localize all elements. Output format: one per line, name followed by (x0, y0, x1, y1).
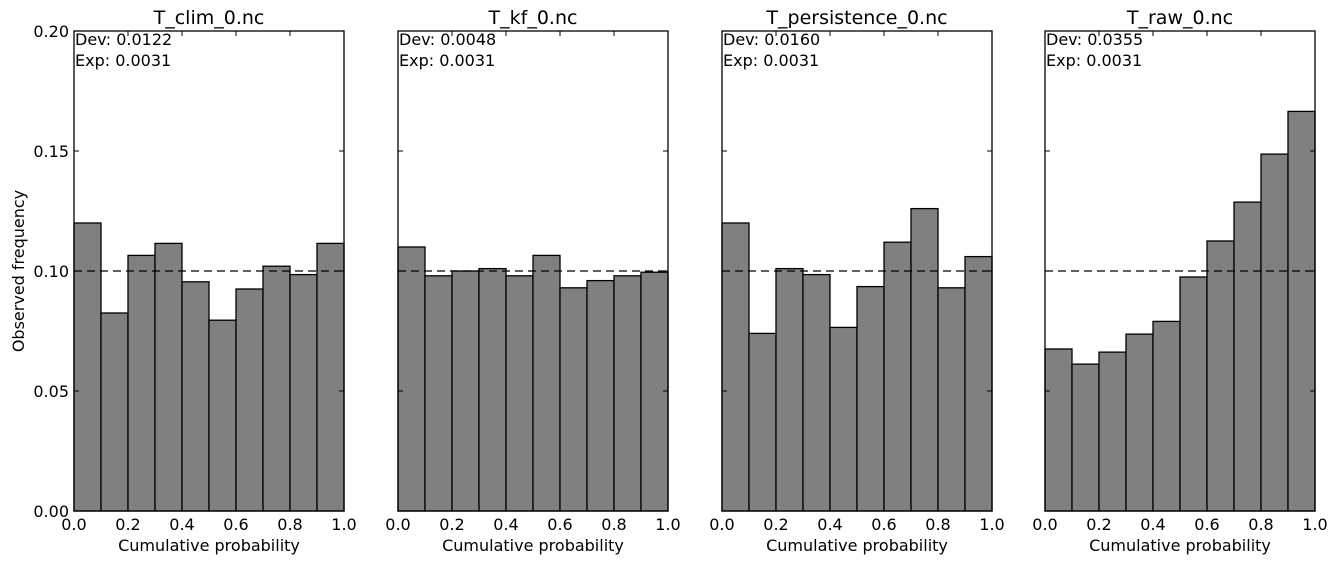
bar (478, 267, 507, 512)
x-tick-label: 0.4 (169, 515, 194, 534)
y-tick-label: 0.20 (33, 22, 69, 41)
chart-title: T_raw_0.nc (1126, 7, 1233, 29)
bar (1260, 153, 1289, 512)
x-tick-label: 0.0 (61, 515, 86, 534)
bar (829, 326, 858, 512)
bar (532, 254, 561, 512)
annotation: Dev: 0.0122 (75, 30, 172, 49)
x-axis-label: Cumulative probability (118, 536, 300, 555)
bar (1044, 348, 1073, 512)
bar (127, 254, 156, 512)
bar (1233, 201, 1262, 512)
x-tick-label: 0.4 (1140, 515, 1165, 534)
x-tick-label: 1.0 (1302, 515, 1327, 534)
x-tick-label: 0.0 (385, 515, 410, 534)
x-tick-label: 0.4 (817, 515, 842, 534)
bar (640, 271, 669, 512)
bar (154, 242, 183, 512)
bar (262, 265, 291, 512)
y-tick-label: 0.00 (33, 502, 69, 521)
x-tick-label: 0.8 (925, 515, 950, 534)
x-axis-label: Cumulative probability (1089, 536, 1271, 555)
bar (1287, 110, 1316, 512)
x-tick-label: 0.2 (439, 515, 464, 534)
bar (964, 255, 993, 512)
bar (424, 275, 453, 512)
bar (1125, 333, 1154, 512)
bar (910, 207, 939, 512)
bar (1071, 363, 1100, 512)
x-tick-label: 0.6 (547, 515, 572, 534)
annotation: Exp: 0.0031 (1046, 51, 1142, 70)
bar (1152, 320, 1181, 512)
bar (856, 285, 885, 512)
bar (613, 275, 642, 512)
x-tick-label: 0.2 (115, 515, 140, 534)
bar (181, 281, 210, 512)
annotation: Dev: 0.0048 (399, 30, 496, 49)
y-axis-label: Observed frequency (9, 190, 28, 352)
x-tick-label: 0.6 (223, 515, 248, 534)
bar (721, 222, 750, 512)
chart-title: T_persistence_0.nc (765, 7, 947, 29)
bar (451, 270, 480, 512)
x-axis-label: Cumulative probability (442, 536, 624, 555)
bar (559, 287, 588, 512)
bar (883, 241, 912, 512)
x-tick-label: 0.0 (709, 515, 734, 534)
bar (505, 275, 534, 512)
bar (802, 273, 831, 512)
annotation: Exp: 0.0031 (723, 51, 819, 70)
x-tick-label: 0.8 (601, 515, 626, 534)
y-tick-label: 0.10 (33, 262, 69, 281)
y-tick-label: 0.05 (33, 382, 69, 401)
x-tick-label: 0.2 (763, 515, 788, 534)
x-tick-label: 0.8 (277, 515, 302, 534)
bar (208, 319, 237, 512)
annotation: Exp: 0.0031 (75, 51, 171, 70)
bar (748, 332, 777, 512)
x-tick-label: 0.6 (1194, 515, 1219, 534)
x-tick-label: 0.2 (1086, 515, 1111, 534)
x-tick-label: 0.4 (493, 515, 518, 534)
y-tick-label: 0.15 (33, 142, 69, 161)
bar (1179, 276, 1208, 512)
chart-title: T_kf_0.nc (488, 7, 578, 29)
x-tick-label: 1.0 (655, 515, 680, 534)
bar (73, 222, 102, 512)
bar (100, 312, 129, 512)
x-tick-label: 0.6 (871, 515, 896, 534)
bar (1098, 351, 1127, 512)
bar (1206, 240, 1235, 512)
x-tick-label: 0.0 (1032, 515, 1057, 534)
bar (289, 273, 318, 512)
bar (937, 287, 966, 512)
annotation: Dev: 0.0355 (1046, 30, 1143, 49)
annotation: Exp: 0.0031 (399, 51, 495, 70)
x-tick-label: 1.0 (331, 515, 356, 534)
bar (775, 267, 804, 512)
chart-title: T_clim_0.nc (153, 7, 265, 29)
bar (586, 279, 615, 512)
bar (397, 246, 426, 512)
bar (316, 242, 345, 512)
annotation: Dev: 0.0160 (723, 30, 820, 49)
x-axis-label: Cumulative probability (766, 536, 948, 555)
x-tick-label: 1.0 (979, 515, 1004, 534)
bar (235, 288, 264, 512)
x-tick-label: 0.8 (1248, 515, 1273, 534)
